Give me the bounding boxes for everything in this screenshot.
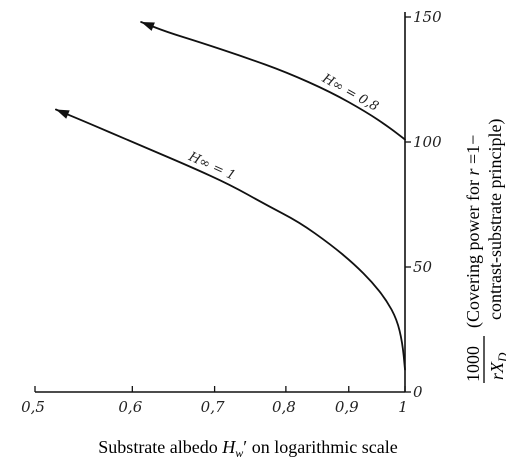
series-line xyxy=(140,21,406,141)
curves xyxy=(55,21,406,371)
y-label-fraction-denominator: rXD xyxy=(487,352,506,380)
series-line xyxy=(55,108,406,371)
series-label: H∞ = 1 xyxy=(185,149,237,184)
series-arrowhead xyxy=(141,22,155,31)
series-label: H∞ = 0,8 xyxy=(319,71,381,115)
x-tick-label: 0,7 xyxy=(201,398,225,416)
x-tick-label: 0,9 xyxy=(335,398,359,416)
y-tick-label: 50 xyxy=(413,258,433,276)
y-tick-label: 100 xyxy=(413,133,442,151)
x-tick-label: 0,8 xyxy=(272,398,296,416)
x-tick-label: 0,6 xyxy=(118,398,142,416)
y-axis-label: 1000 rXD (Covering power for r =1− contr… xyxy=(463,119,506,383)
axes xyxy=(35,12,406,393)
series-arrowhead xyxy=(55,109,70,119)
y-label-fraction-numerator: 1000 xyxy=(463,346,483,382)
y-tick-label: 150 xyxy=(413,8,442,26)
x-tick-label: 0,5 xyxy=(21,398,45,416)
x-ticks: 0,5 0,6 0,7 0,8 0,9 1 xyxy=(21,386,408,416)
x-axis-label: Substrate albedo Hw′ on logarithmic scal… xyxy=(98,437,397,460)
y-tick-label: 0 xyxy=(413,383,423,401)
x-tick-label: 1 xyxy=(398,398,408,416)
y-label-line2: contrast-substrate principle) xyxy=(485,119,506,320)
y-ticks: 0 50 100 150 xyxy=(405,8,442,401)
curve-labels: H∞ = 1 H∞ = 0,8 xyxy=(185,71,381,184)
y-label-line1: (Covering power for r =1− xyxy=(463,135,484,328)
